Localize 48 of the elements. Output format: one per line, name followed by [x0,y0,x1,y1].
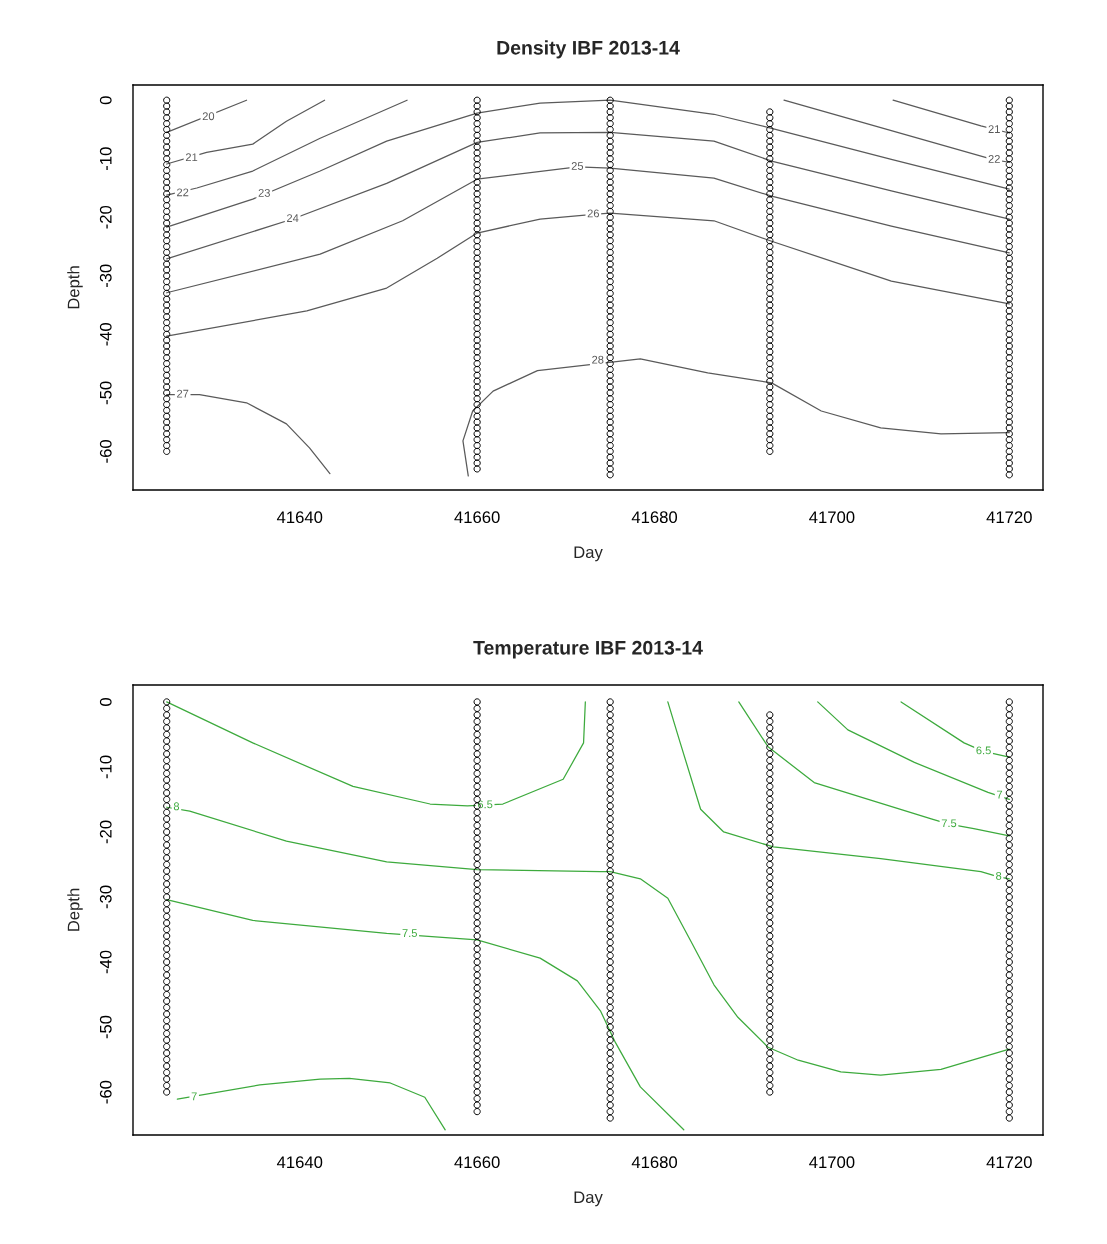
annotation: 24 [287,214,299,222]
chart-title: Temperature IBF 2013-14 [473,640,703,659]
annotation: 28 [592,355,604,364]
annotation: 8 [173,802,180,811]
annotation: 7 [997,790,1003,799]
annotation: 22 [177,188,189,197]
annotation: 7.5 [941,819,957,828]
x-tick-label: 41700 [809,1156,855,1169]
annotation: 26 [587,209,600,218]
y-axis-title: Depth [67,266,83,309]
y-tick-label: -10 [99,147,112,171]
annotation: 27 [177,389,189,398]
y-tick-label: -60 [99,1080,112,1104]
y-tick-label: -20 [99,820,112,844]
annotation: 20 [202,112,215,121]
y-tick-label: -40 [99,322,112,346]
x-tick-label: 41680 [631,511,678,524]
y-tick-label: -50 [99,381,112,405]
x-axis-title: Day [574,546,603,562]
annotation: 21 [185,153,198,162]
x-tick-label: 41720 [986,1156,1032,1169]
x-tick-label: 41720 [986,511,1032,524]
y-tick-label: -30 [99,885,112,909]
annotation: 6.5 [976,746,991,755]
y-tick-label: -10 [99,755,112,779]
annotation: 22 [988,155,1000,163]
x-tick-label: 41680 [631,1156,678,1169]
annotation: 21 [988,125,1000,133]
x-tick-label: 41660 [454,511,500,524]
y-tick-label: -60 [99,439,112,463]
annotation: 7 [191,1092,197,1101]
annotation: 23 [258,188,270,197]
y-tick-label: -20 [99,205,112,229]
chart-title: Density IBF 2013-14 [497,40,680,59]
y-tick-label: -30 [99,264,112,288]
x-axis-title: Day [574,1191,603,1207]
y-tick-label: -50 [99,1015,112,1039]
x-tick-label: 41700 [809,511,855,524]
y-tick-label: -40 [99,950,112,974]
y-axis-title: Depth [67,888,83,931]
y-tick-label: 0 [99,697,112,706]
x-tick-label: 41640 [276,511,323,524]
annotation: 25 [571,162,584,170]
annotation: 7.5 [402,929,417,938]
x-tick-label: 41640 [276,1156,323,1169]
x-tick-label: 41660 [454,1156,500,1169]
annotation: 8 [996,871,1002,880]
y-tick-label: 0 [99,96,112,105]
